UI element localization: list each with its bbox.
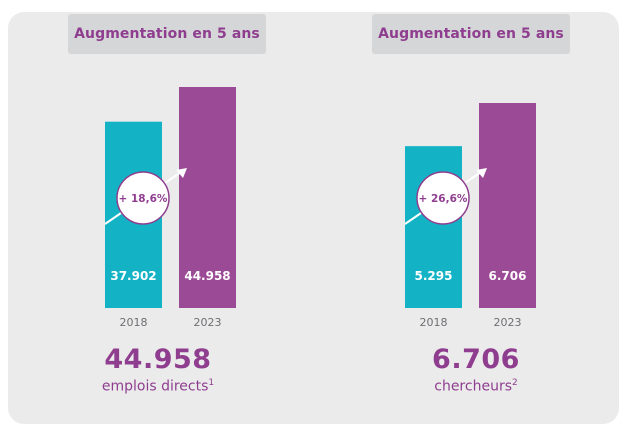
bar-2023 [179,87,236,308]
x-tick-label: 2018 [120,316,148,329]
infographic-card: Augmentation en 5 ans 37.902 2018 44.958 20… [8,12,619,424]
headline-value: 44.958 [104,344,212,375]
bar-chart-researchers: 5.295 2018 6.706 2023 + 26,6% [404,103,536,329]
bar-value-label: 6.706 [489,269,527,283]
bar-value-label: 5.295 [415,269,453,283]
headline-caption: emplois directs1 [8,378,308,395]
bar-value-label: 37.902 [110,269,156,283]
headline-caption: chercheurs2 [326,378,626,395]
growth-badge: + 26,6% [404,168,487,225]
growth-label: + 18,6% [119,193,168,205]
footnote-marker: 1 [208,378,215,388]
x-tick-label: 2023 [194,316,222,329]
x-tick-label: 2018 [420,316,448,329]
caption-text: chercheurs [434,378,512,395]
chart-title: Augmentation en 5 ans [372,14,570,54]
x-tick-label: 2023 [494,316,522,329]
bar-chart-jobs: 37.902 2018 44.958 2023 + 18,6% [104,87,236,329]
panel-researchers: Augmentation en 5 ans 5.295 2018 6.706 2023… [308,12,608,424]
growth-label: + 26,6% [419,193,468,205]
footnote-marker: 2 [512,378,518,388]
caption-text: emplois directs [101,378,209,395]
bar-value-label: 44.958 [184,269,230,283]
arrow-up-right-icon [176,168,187,178]
growth-badge: + 18,6% [104,168,187,225]
arrow-up-right-icon [476,168,487,178]
chart-title: Augmentation en 5 ans [68,14,266,54]
headline-value: 6.706 [432,344,520,375]
bar-2018 [405,146,462,308]
bar-2023 [479,103,536,308]
panel-jobs: Augmentation en 5 ans 37.902 2018 44.958 20… [8,12,308,424]
